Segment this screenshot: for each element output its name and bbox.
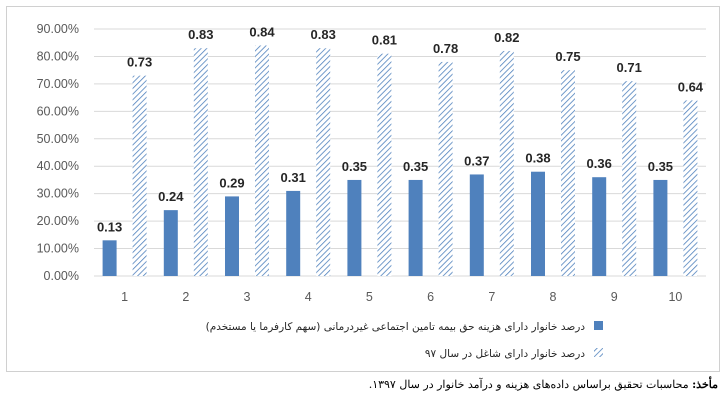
legend-label-hatched: درصد خانوار دارای شاغل در سال ۹۷ bbox=[425, 348, 585, 360]
data-label: 0.73 bbox=[127, 55, 152, 70]
y-tick-label: 90.00% bbox=[37, 22, 79, 36]
y-tick-label: 50.00% bbox=[37, 132, 79, 146]
source-label: مأخذ: bbox=[692, 378, 718, 391]
x-tick-label: 7 bbox=[488, 290, 495, 304]
bar-solid bbox=[653, 179, 668, 276]
y-tick-label: 40.00% bbox=[37, 159, 79, 173]
data-label: 0.83 bbox=[311, 27, 336, 42]
data-label: 0.82 bbox=[494, 30, 519, 45]
y-tick-label: 10.00% bbox=[37, 242, 79, 256]
x-tick-label: 9 bbox=[611, 290, 618, 304]
y-axis-ticks: 0.00% 10.00% 20.00% 30.00% 40.00% 50.00% 60.00… bbox=[37, 22, 79, 283]
bar-solid bbox=[286, 190, 301, 276]
data-label: 0.35 bbox=[648, 159, 673, 174]
data-labels: 0.13 0.73 0.24 0.83 0.29 0.84 0.31 0.83 0.35 0.81… bbox=[97, 24, 704, 234]
data-label: 0.38 bbox=[525, 151, 550, 166]
data-label: 0.78 bbox=[433, 41, 458, 56]
bar-solid bbox=[469, 174, 484, 276]
bar-hatched bbox=[193, 48, 208, 276]
legend-swatch-solid bbox=[594, 321, 603, 330]
y-tick-label: 20.00% bbox=[37, 214, 79, 228]
bar-chart: 0.00% 10.00% 20.00% 30.00% 40.00% 50.00% 60.00… bbox=[37, 22, 706, 360]
x-tick-label: 1 bbox=[121, 290, 128, 304]
legend-swatch-hatched bbox=[594, 348, 603, 357]
source-text: محاسبات تحقیق براساس داده‌های هزینه و در… bbox=[368, 378, 693, 391]
y-tick-label: 0.00% bbox=[44, 269, 79, 283]
bar-hatched bbox=[132, 75, 147, 277]
bar-hatched bbox=[438, 61, 453, 276]
bar-solid bbox=[531, 171, 545, 276]
bar-hatched bbox=[255, 45, 269, 276]
bar-hatched bbox=[622, 81, 637, 277]
bar-hatched bbox=[377, 53, 392, 277]
x-tick-label: 3 bbox=[244, 290, 251, 304]
bar-hatched bbox=[316, 48, 331, 276]
bar-hatched bbox=[499, 50, 514, 277]
y-tick-label: 70.00% bbox=[37, 77, 79, 91]
data-label: 0.71 bbox=[617, 60, 642, 75]
bars bbox=[102, 45, 698, 277]
source-note: مأخذ: محاسبات تحقیق براساس داده‌های هزین… bbox=[369, 378, 718, 391]
bar-solid bbox=[163, 210, 178, 276]
bar-solid bbox=[347, 179, 362, 276]
x-tick-label: 8 bbox=[550, 290, 557, 304]
bar-solid bbox=[408, 179, 423, 276]
bar-hatched bbox=[561, 70, 575, 277]
y-tick-label: 80.00% bbox=[37, 49, 79, 63]
bar-solid bbox=[592, 177, 607, 276]
data-label: 0.81 bbox=[372, 33, 397, 48]
data-label: 0.37 bbox=[464, 153, 489, 168]
x-tick-label: 5 bbox=[366, 290, 373, 304]
chart-frame bbox=[6, 6, 720, 372]
data-label: 0.36 bbox=[587, 156, 612, 171]
data-label: 0.35 bbox=[403, 159, 428, 174]
data-label: 0.29 bbox=[219, 175, 244, 190]
data-label: 0.35 bbox=[342, 159, 367, 174]
x-tick-label: 10 bbox=[668, 290, 682, 304]
gridlines bbox=[94, 28, 706, 277]
x-tick-label: 2 bbox=[182, 290, 189, 304]
bar-hatched bbox=[683, 100, 698, 276]
data-label: 0.84 bbox=[249, 24, 275, 39]
bar-solid bbox=[225, 196, 239, 276]
data-label: 0.24 bbox=[158, 189, 184, 204]
data-label: 0.75 bbox=[555, 49, 580, 64]
data-label: 0.83 bbox=[188, 27, 213, 42]
x-tick-label: 6 bbox=[427, 290, 434, 304]
legend: درصد خانوار دارای هزینه حق بیمه تامین اج… bbox=[206, 321, 603, 360]
y-tick-label: 60.00% bbox=[37, 104, 79, 118]
x-tick-label: 4 bbox=[305, 290, 312, 304]
bar-solid bbox=[102, 240, 117, 276]
data-label: 0.13 bbox=[97, 219, 122, 234]
data-label: 0.31 bbox=[281, 170, 306, 185]
y-tick-label: 30.00% bbox=[37, 187, 79, 201]
legend-label-solid: درصد خانوار دارای هزینه حق بیمه تامین اج… bbox=[206, 321, 586, 333]
data-label: 0.64 bbox=[678, 79, 704, 94]
x-axis-ticks: 1 2 3 4 5 6 7 8 9 10 bbox=[121, 290, 682, 304]
